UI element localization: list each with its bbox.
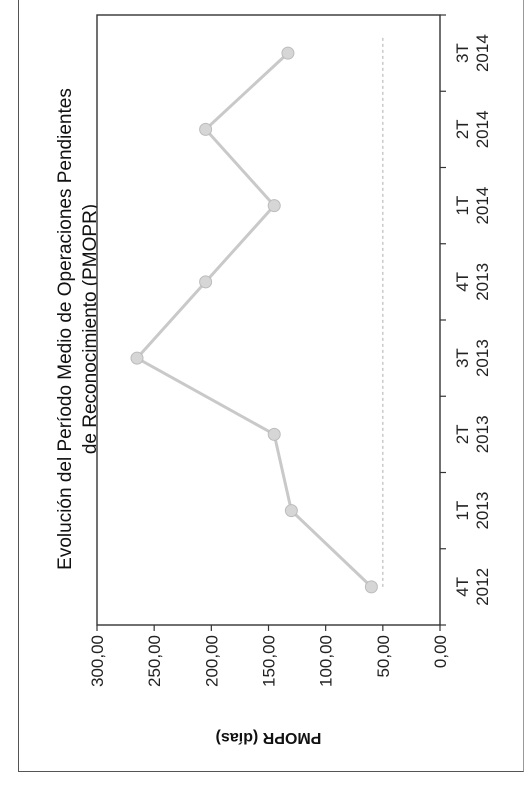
x-tick-label: 4T2013: [453, 263, 492, 301]
x-tick-label: 2T2013: [453, 415, 492, 453]
x-tick-label: 3T2013: [453, 339, 492, 377]
page-frame: [18, 0, 524, 772]
series-line: [134, 52, 373, 588]
data-point: [267, 427, 281, 441]
data-point: [284, 504, 298, 518]
data-point: [199, 122, 213, 136]
y-axis: 0,00 50,00 100,00 150,00 200,00 250,00 300,00: [88, 625, 450, 687]
x-tick-label: 1T2014: [453, 187, 492, 225]
data-point: [364, 580, 378, 594]
y-tick-label: 300,00: [88, 635, 107, 687]
series-line-group: [130, 46, 378, 594]
chart-subtitle: de Reconocimiento (PMOPR): [80, 204, 101, 454]
x-axis: 4T2012 1T2013 2T2013 3T2013 4T2013 1T2014 2T20…: [440, 14, 492, 626]
y-axis-label: PMOPR (días): [216, 729, 322, 746]
x-tick-label: 4T2012: [453, 568, 492, 606]
y-tick-label: 50,00: [374, 635, 393, 678]
chart-title: Evolución del Período Medio de Operacion…: [55, 88, 76, 570]
y-tick-label: 100,00: [317, 635, 336, 687]
y-tick-label: 150,00: [260, 635, 279, 687]
x-tick-label: 3T2014: [453, 34, 492, 72]
data-point: [130, 351, 144, 365]
y-tick-label: 200,00: [202, 635, 221, 687]
x-tick-label: 1T2013: [453, 492, 492, 530]
data-point: [281, 46, 295, 60]
data-point: [267, 199, 281, 213]
chart-title-group: Evolución del Período Medio de Operacion…: [55, 88, 101, 570]
plot-area: [96, 14, 441, 626]
data-point: [199, 275, 213, 289]
y-tick-label: 250,00: [145, 635, 164, 687]
x-tick-label: 2T2014: [453, 110, 492, 148]
y-tick-label: 0,00: [431, 635, 450, 668]
